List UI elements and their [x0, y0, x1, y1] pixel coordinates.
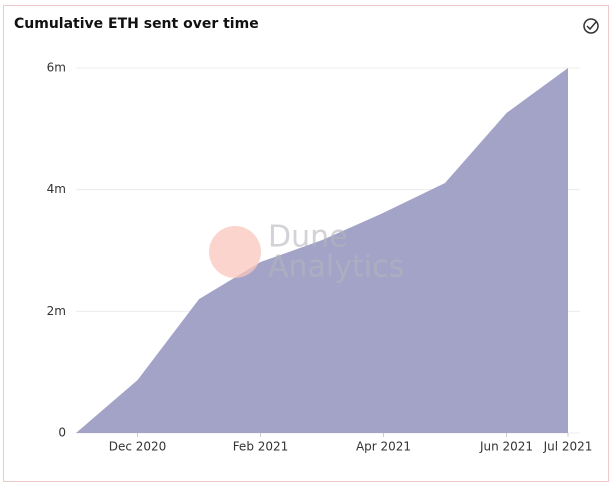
watermark: Analytics [268, 250, 404, 285]
y-tick-label: 2m [47, 304, 66, 318]
watermark: Dune [268, 220, 348, 255]
x-tick-label: Jul 2021 [543, 440, 593, 454]
x-tick-label: Jun 2021 [479, 440, 533, 454]
y-tick-label: 6m [47, 61, 66, 75]
y-tick-label: 4m [47, 182, 66, 196]
x-tick-label: Feb 2021 [233, 440, 289, 454]
x-tick-label: Apr 2021 [356, 440, 411, 454]
check-icon[interactable] [583, 18, 599, 34]
x-tick-label: Dec 2020 [109, 440, 167, 454]
area [76, 68, 568, 433]
chart-title: Cumulative ETH sent over time [14, 16, 259, 32]
watermark-logo [209, 226, 261, 278]
chart-card [3, 5, 609, 482]
y-tick-label: 0 [58, 426, 66, 440]
